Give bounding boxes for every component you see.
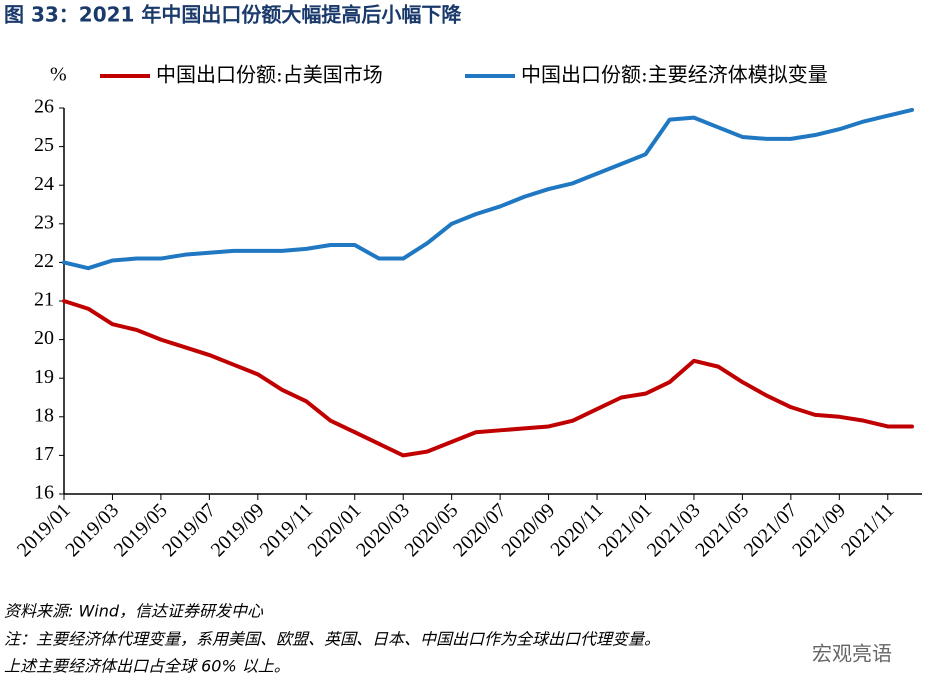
y-tick-label: 16	[34, 482, 54, 504]
y-unit: %	[50, 64, 67, 86]
x-tick-label: 2021/09	[788, 499, 850, 561]
y-tick-label: 23	[34, 211, 54, 233]
y-tick-label: 26	[34, 96, 54, 118]
x-tick-label: 2021/05	[691, 499, 753, 561]
x-tick-label: 2020/11	[546, 499, 607, 560]
x-tick-label: 2020/01	[304, 499, 366, 561]
x-tick-label: 2019/11	[256, 499, 317, 560]
y-tick-label: 18	[34, 404, 54, 426]
x-tick-label: 2019/03	[61, 499, 123, 561]
watermark: 宏观亮语	[812, 642, 892, 666]
note: 上述主要经济体出口占全球 60% 以上。	[4, 657, 290, 676]
x-tick-label: 2019/09	[207, 499, 269, 561]
x-tick-label: 2020/03	[352, 499, 414, 561]
x-tick-label: 2021/11	[837, 499, 898, 560]
line-series	[62, 107, 914, 271]
y-tick-label: 17	[34, 443, 54, 465]
x-tick-label: 2019/01	[13, 499, 75, 561]
y-tick-label: 19	[34, 366, 54, 388]
x-tick-label: 2020/05	[401, 499, 463, 561]
y-tick-label: 21	[34, 289, 54, 311]
legend-label: 中国出口份额:占美国市场	[156, 63, 383, 87]
x-tick-label: 2020/09	[497, 499, 559, 561]
chart-title: 图 33：2021 年中国出口份额大幅提高后小幅下降	[4, 3, 462, 27]
y-tick-label: 20	[34, 327, 54, 349]
note: 注：主要经济体代理变量，系用美国、欧盟、英国、日本、中国出口作为全球出口代理变量…	[4, 630, 660, 649]
legend-label: 中国出口份额:主要经济体模拟变量	[521, 63, 828, 87]
x-tick-label: 2020/07	[449, 499, 511, 561]
y-tick-label: 25	[34, 134, 54, 156]
x-tick-label: 2021/03	[643, 499, 705, 561]
y-tick-label: 24	[34, 173, 54, 195]
y-tick-label: 22	[34, 250, 54, 272]
x-tick-label: 2019/05	[110, 499, 172, 561]
x-tick-label: 2021/07	[740, 499, 802, 561]
line-series	[62, 299, 914, 458]
x-tick-label: 2021/01	[594, 499, 656, 561]
source: 资料来源: Wind，信达证券研发中心	[4, 602, 264, 621]
x-tick-label: 2019/07	[158, 499, 220, 561]
